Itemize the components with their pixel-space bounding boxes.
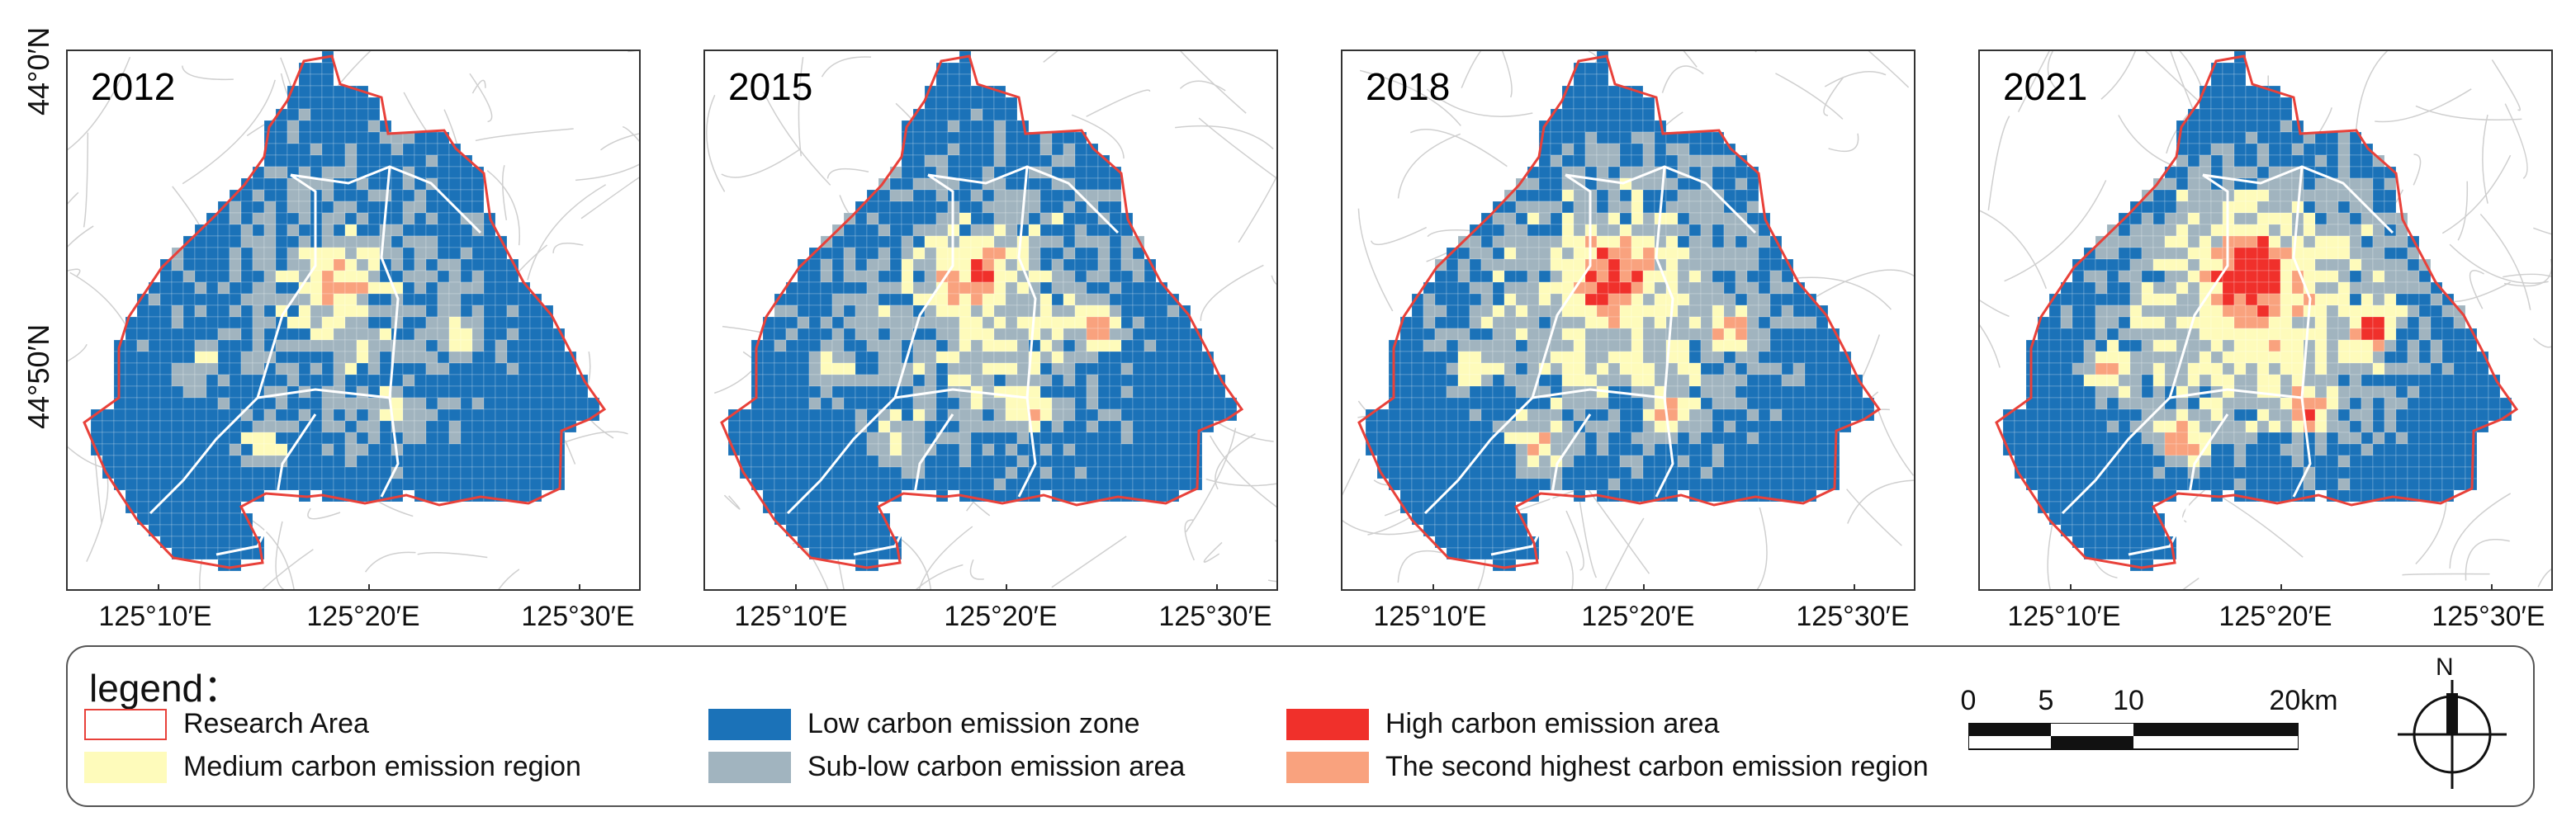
- x-tick-label: 125°30′E: [521, 601, 635, 632]
- legend-item-medium: Medium carbon emission region: [84, 751, 581, 783]
- legend-label: High carbon emission area: [1385, 708, 1720, 739]
- legend-title: legend：: [89, 667, 242, 710]
- x-tick-label: 125°20′E: [2218, 601, 2332, 632]
- y-tick-label-middle: 44°50′N: [21, 323, 55, 429]
- map-panel-2018: 2018: [1341, 50, 1915, 591]
- x-tick-label: 125°30′E: [2432, 601, 2545, 632]
- y-tick-label-north: 44°0′N: [21, 26, 55, 116]
- legend-label: Sub-low carbon emission area: [807, 751, 1186, 782]
- scale-label-5: 5: [2038, 685, 2054, 716]
- scale-label-20km: 20km: [2269, 685, 2338, 716]
- north-arrow-icon: [2398, 680, 2507, 789]
- x-tick-label: 125°20′E: [944, 601, 1058, 632]
- scale-seg-3: [2133, 723, 2299, 736]
- legend-box: legend： Research Area Medium carbon emis…: [66, 645, 2535, 807]
- panel-year-label: 2012: [91, 65, 176, 108]
- legend-label: Medium carbon emission region: [183, 751, 581, 782]
- legend-swatch: [708, 708, 791, 740]
- scale-label-0: 0: [1960, 685, 1977, 716]
- legend-swatch: [1286, 751, 1369, 783]
- north-arrow-label: N: [2436, 654, 2454, 681]
- x-tick-label: 125°20′E: [1581, 601, 1695, 632]
- legend-label: Low carbon emission zone: [807, 708, 1140, 739]
- legend-item-low: Low carbon emission zone: [708, 708, 1140, 740]
- scale-bar: [1968, 723, 2299, 750]
- panel-year-label: 2021: [2003, 65, 2088, 108]
- scale-outline: [1968, 723, 2299, 750]
- x-tick-label: 125°10′E: [734, 601, 848, 632]
- map-canvas: [1342, 51, 1914, 589]
- legend-item-research-area: Research Area: [84, 708, 369, 740]
- map-panel-2021: 2021: [1978, 50, 2553, 591]
- map-canvas: [1980, 51, 2551, 589]
- x-tick-label: 125°30′E: [1158, 601, 1272, 632]
- x-tick-label: 125°30′E: [1796, 601, 1910, 632]
- legend-item-sub-low: Sub-low carbon emission area: [708, 751, 1185, 783]
- x-tick-label: 125°10′E: [1373, 601, 1487, 632]
- panel-year-label: 2018: [1366, 65, 1451, 108]
- scale-label-10: 10: [2113, 685, 2144, 716]
- legend-swatch: [1286, 708, 1369, 740]
- x-tick-label: 125°10′E: [2007, 601, 2121, 632]
- legend-swatch: [84, 751, 167, 783]
- legend-label: Research Area: [183, 708, 369, 739]
- legend-item-second-highest: The second highest carbon emission regio…: [1286, 751, 1929, 783]
- scale-seg-2: [2051, 736, 2133, 749]
- legend-item-high: High carbon emission area: [1286, 708, 1719, 740]
- panel-year-label: 2015: [728, 65, 813, 108]
- x-tick-label: 125°10′E: [98, 601, 212, 632]
- map-canvas: [706, 51, 1276, 589]
- legend-label: The second highest carbon emission regio…: [1385, 751, 1929, 782]
- legend-swatch: [84, 708, 167, 740]
- map-panel-2012: 2012: [66, 50, 641, 591]
- scale-seg-1: [1968, 723, 2051, 736]
- map-canvas: [68, 51, 639, 589]
- map-panel-2015: 2015: [703, 50, 1278, 591]
- x-tick-label: 125°20′E: [306, 601, 420, 632]
- legend-swatch: [708, 751, 791, 783]
